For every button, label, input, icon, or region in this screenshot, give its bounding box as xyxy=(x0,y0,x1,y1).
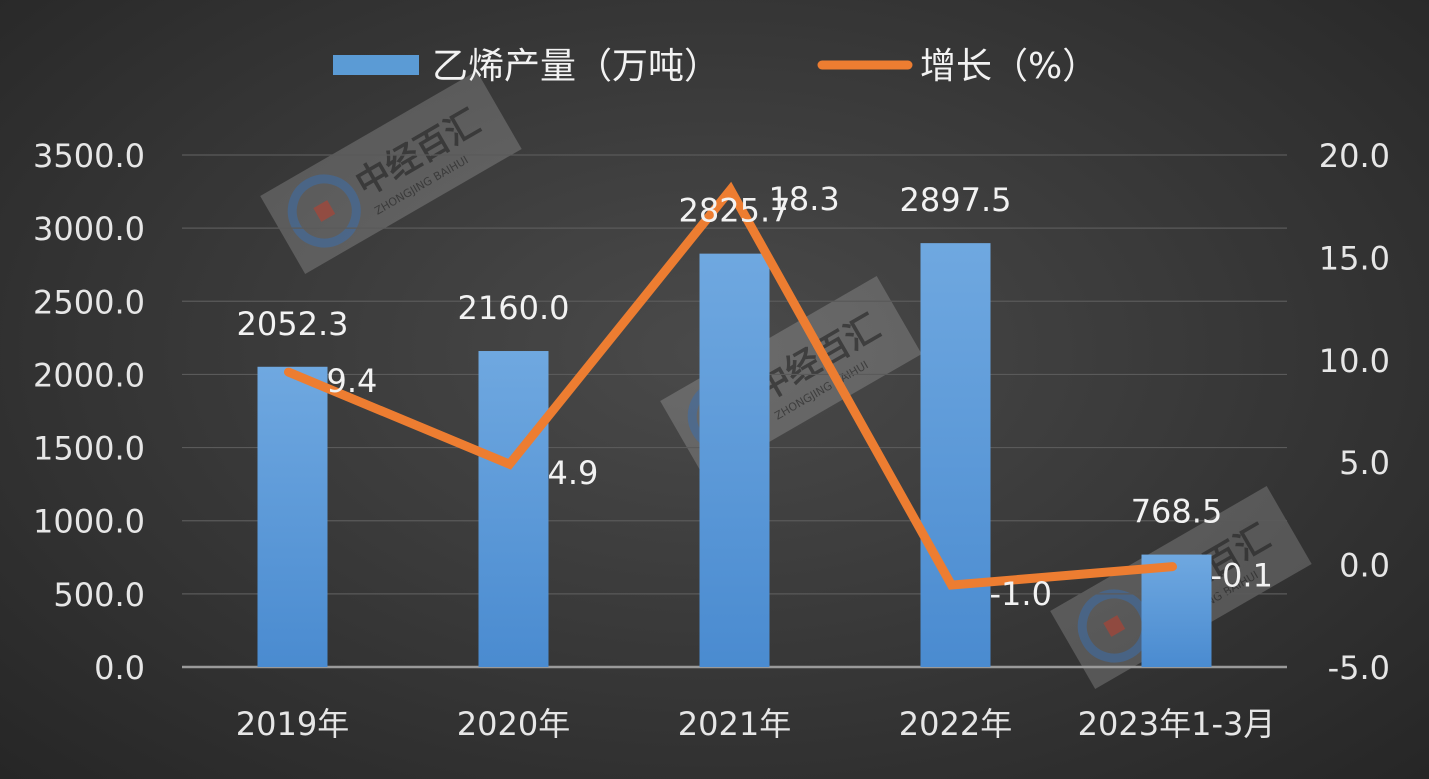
line-series xyxy=(284,181,1177,590)
y-left-tick-label: 1500.0 xyxy=(33,430,145,468)
growth-point-3 xyxy=(947,581,956,590)
growth-point-0 xyxy=(284,368,293,377)
y-left-tick-label: 3500.0 xyxy=(33,137,145,175)
growth-value-label: -1.0 xyxy=(990,575,1052,613)
bar-2023年1-3月 xyxy=(1141,554,1212,667)
y-right-tick-label: 0.0 xyxy=(1339,547,1390,585)
y-right-tick-label: 20.0 xyxy=(1319,137,1390,175)
watermark-panel xyxy=(260,71,522,274)
x-tick-label: 2023年1-3月 xyxy=(1078,705,1276,743)
bar-value-label: 2052.3 xyxy=(237,305,349,343)
y-right-tick-label: -5.0 xyxy=(1328,649,1390,687)
watermark-emblem xyxy=(1103,615,1126,637)
bar-2021年 xyxy=(699,253,770,668)
bar-value-label: 2897.5 xyxy=(900,181,1012,219)
growth-value-label: 18.3 xyxy=(769,180,840,218)
bar-series xyxy=(257,243,1212,668)
x-tick-label: 2020年 xyxy=(457,705,570,743)
bar-value-label: 2160.0 xyxy=(458,289,570,327)
y-left-tick-label: 500.0 xyxy=(53,576,145,614)
y-left-tick-label: 3000.0 xyxy=(33,210,145,248)
x-tick-label: 2022年 xyxy=(899,705,1012,743)
growth-point-2 xyxy=(726,185,735,194)
legend-label-line: 增长（%） xyxy=(920,46,1098,87)
growth-point-4 xyxy=(1168,562,1177,571)
bar-2020年 xyxy=(478,351,549,667)
growth-value-label: 4.9 xyxy=(548,454,599,492)
y-right-tick-label: 10.0 xyxy=(1319,342,1390,380)
data-labels: 2052.3 2160.0 2825.7 2897.5 768.5 9.4 4.9 18.3 -… xyxy=(237,180,1273,613)
legend-swatch-bar xyxy=(333,55,419,75)
x-tick-label: 2019年 xyxy=(236,705,349,743)
watermark-emblem xyxy=(313,200,336,222)
growth-value-label: -0.1 xyxy=(1211,557,1273,595)
watermark-ring xyxy=(287,174,361,248)
y-left-tick-label: 2500.0 xyxy=(33,283,145,321)
growth-value-label: 9.4 xyxy=(327,362,378,400)
legend: 乙烯产量（万吨） 增长（%） xyxy=(333,46,1098,87)
y-left-tick-label: 0.0 xyxy=(94,649,145,687)
bar-2022年 xyxy=(920,243,991,667)
axes: 0.0 500.0 1000.0 1500.0 2000.0 2500.0 3000.0 35… xyxy=(33,137,1390,743)
bar-value-label: 768.5 xyxy=(1131,493,1223,531)
legend-label-bar: 乙烯产量（万吨） xyxy=(432,46,720,87)
y-right-tick-label: 15.0 xyxy=(1319,239,1390,277)
x-tick-label: 2021年 xyxy=(678,705,791,743)
y-right-tick-label: 5.0 xyxy=(1339,444,1390,482)
bar-2019年 xyxy=(257,366,328,667)
growth-point-1 xyxy=(505,460,514,469)
y-left-tick-label: 1000.0 xyxy=(33,503,145,541)
y-left-tick-label: 2000.0 xyxy=(33,356,145,394)
bar-value-label: 2825.7 xyxy=(679,192,791,230)
